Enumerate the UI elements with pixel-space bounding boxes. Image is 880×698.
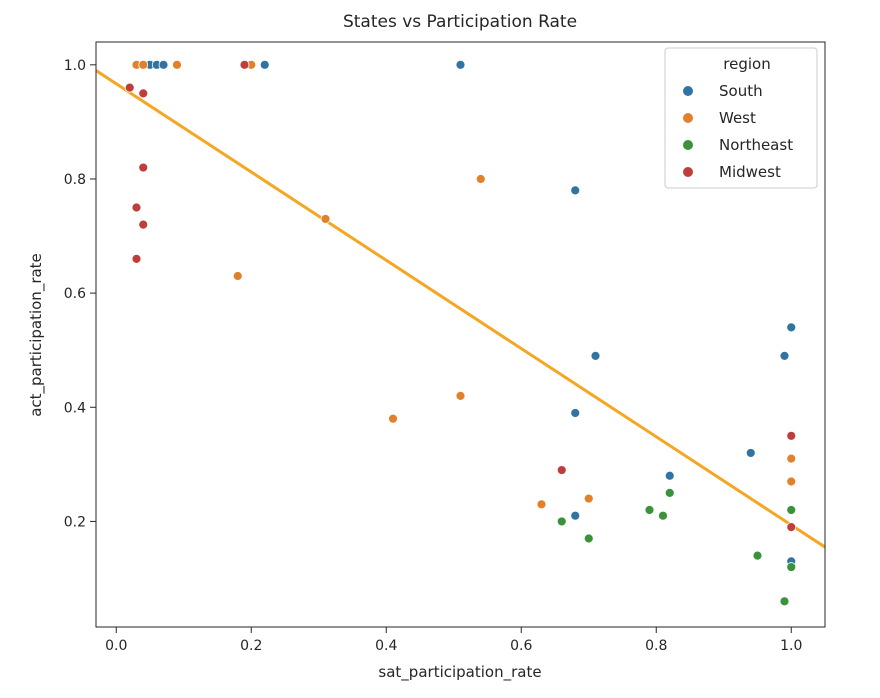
data-point-west [475, 174, 486, 184]
y-axis-label: act_participation_rate [27, 253, 46, 417]
data-point-south [570, 408, 581, 418]
data-point-south [590, 351, 601, 361]
legend-marker-northeast [683, 140, 693, 150]
x-axis-label: sat_participation_rate [378, 663, 541, 682]
data-point-south [570, 510, 581, 521]
y-tick-label: 0.2 [64, 514, 86, 530]
data-point-west [172, 59, 182, 70]
legend-marker-west [683, 113, 693, 123]
data-point-west [388, 413, 398, 424]
legend-box [664, 47, 818, 189]
data-point-northeast [644, 505, 655, 515]
x-axis: 0.0 0.2 0.4 0.6 0.8 1.0 [105, 627, 802, 654]
legend: region South West Northeast Midwest [664, 47, 818, 189]
chart-title: States vs Participation Rate [343, 12, 577, 32]
legend-label-northeast: Northeast [719, 136, 793, 154]
legend-marker-midwest [683, 167, 693, 177]
data-point-northeast [779, 596, 790, 607]
y-tick-label: 0.8 [64, 172, 86, 188]
x-tick-label: 1.0 [780, 638, 802, 654]
x-tick-label: 0.8 [645, 638, 667, 654]
points-layer [124, 59, 797, 607]
data-point-west [320, 214, 331, 224]
y-tick-label: 1.0 [64, 58, 86, 74]
y-tick-label: 0.4 [64, 400, 86, 416]
data-point-south [455, 59, 466, 70]
data-point-midwest [556, 465, 567, 475]
data-point-south [259, 59, 270, 70]
x-tick-label: 0.0 [105, 638, 127, 654]
data-point-midwest [124, 82, 135, 93]
data-point-west [786, 476, 797, 487]
data-point-midwest [131, 253, 142, 264]
data-point-west [138, 59, 149, 70]
y-axis: 0.2 0.4 0.6 0.8 1.0 [64, 58, 96, 530]
trend-layer [96, 69, 825, 549]
data-point-midwest [138, 162, 149, 173]
data-point-south [570, 185, 581, 196]
x-tick-label: 0.2 [240, 638, 262, 654]
data-point-west [536, 499, 547, 510]
x-tick-label: 0.4 [375, 638, 397, 654]
data-point-midwest [786, 522, 797, 533]
trend-line [96, 69, 825, 549]
data-point-northeast [786, 505, 797, 515]
data-point-west [583, 493, 594, 504]
data-point-northeast [556, 516, 567, 527]
data-point-south [664, 470, 675, 481]
data-point-midwest [138, 88, 149, 99]
data-point-midwest [239, 59, 250, 70]
legend-title: region [723, 55, 770, 73]
legend-label-west: West [719, 109, 756, 127]
legend-label-midwest: Midwest [719, 163, 781, 181]
data-point-south [745, 448, 756, 458]
data-point-south [158, 59, 169, 70]
data-point-south [786, 322, 797, 333]
data-point-midwest [138, 219, 149, 230]
x-tick-label: 0.6 [510, 638, 532, 654]
data-point-northeast [786, 562, 797, 572]
data-point-west [232, 271, 243, 281]
y-tick-label: 0.6 [64, 286, 86, 302]
plot-frame [95, 41, 826, 628]
data-point-northeast [752, 550, 763, 561]
data-point-south [779, 351, 790, 361]
data-point-northeast [664, 487, 675, 498]
data-point-midwest [131, 202, 142, 213]
legend-label-south: South [719, 82, 763, 100]
data-point-northeast [583, 533, 594, 544]
data-point-west [786, 453, 797, 464]
data-point-northeast [658, 510, 668, 521]
legend-marker-south [683, 86, 693, 96]
data-point-midwest [786, 430, 797, 441]
data-point-west [455, 390, 466, 401]
